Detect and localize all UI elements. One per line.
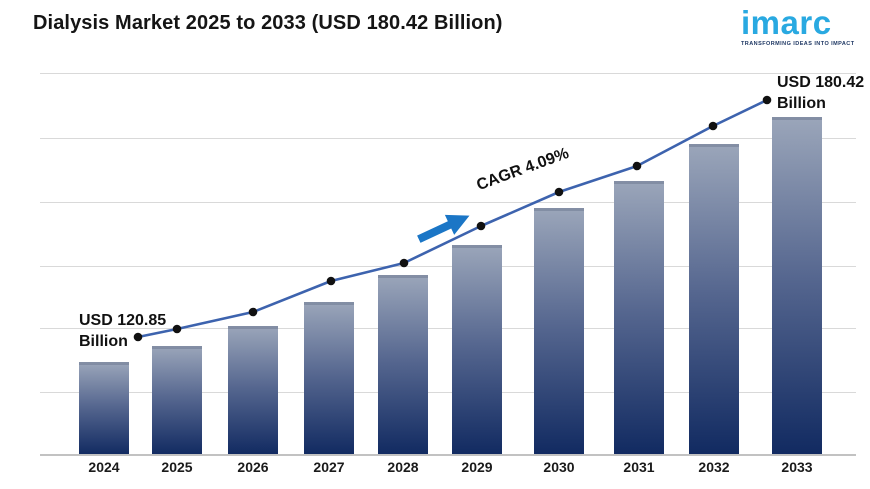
end-value-line1: USD 180.42 [777, 74, 865, 91]
x-axis-label: 2027 [313, 459, 345, 475]
data-point-marker-2030 [554, 187, 564, 197]
x-axis-label: 2030 [543, 459, 575, 475]
imarc-logo: imarc TRANSFORMING IDEAS INTO IMPACT [741, 4, 855, 48]
gridline [40, 73, 856, 74]
chart-title: Dialysis Market 2025 to 2033 (USD 180.42… [33, 12, 503, 34]
bar-2033 [772, 117, 822, 455]
gridline [40, 138, 856, 139]
x-axis-label: 2026 [237, 459, 269, 475]
x-axis-label: 2025 [161, 459, 193, 475]
start-value-line1: USD 120.85 [79, 312, 167, 329]
x-axis-line [40, 454, 856, 456]
start-value-line2: Billion [79, 333, 128, 350]
bar-2027 [304, 302, 354, 455]
x-axis-label: 2029 [461, 459, 493, 475]
data-point-marker-2033 [762, 95, 772, 105]
x-axis-label: 2032 [698, 459, 730, 475]
x-axis-label: 2024 [88, 459, 120, 475]
bar-2026 [228, 326, 278, 455]
x-axis-label: 2028 [387, 459, 419, 475]
imarc-tagline: TRANSFORMING IDEAS INTO IMPACT [741, 41, 855, 47]
bar-2032 [689, 144, 739, 455]
data-point-marker-2026 [248, 307, 258, 317]
x-axis-label: 2033 [781, 459, 813, 475]
start-value-label: USD 120.85 Billion [79, 310, 166, 352]
end-value-label: USD 180.42 Billion [777, 72, 864, 114]
cagr-arrow-icon [417, 214, 470, 243]
bar-2031 [614, 181, 664, 455]
gridline [40, 392, 856, 393]
bar-2028 [378, 275, 428, 455]
bar-2024 [79, 362, 129, 455]
data-point-marker-2027 [326, 276, 336, 286]
data-point-marker-2025 [172, 324, 182, 334]
x-axis-label: 2031 [623, 459, 655, 475]
end-value-line2: Billion [777, 95, 826, 112]
bar-2029 [452, 245, 502, 455]
bar-2030 [534, 208, 584, 455]
bar-2025 [152, 346, 202, 455]
imarc-wordmark: imarc [741, 4, 832, 41]
data-point-marker-2031 [632, 161, 642, 171]
data-point-marker-2029 [476, 221, 486, 231]
data-point-marker-2032 [708, 121, 718, 131]
